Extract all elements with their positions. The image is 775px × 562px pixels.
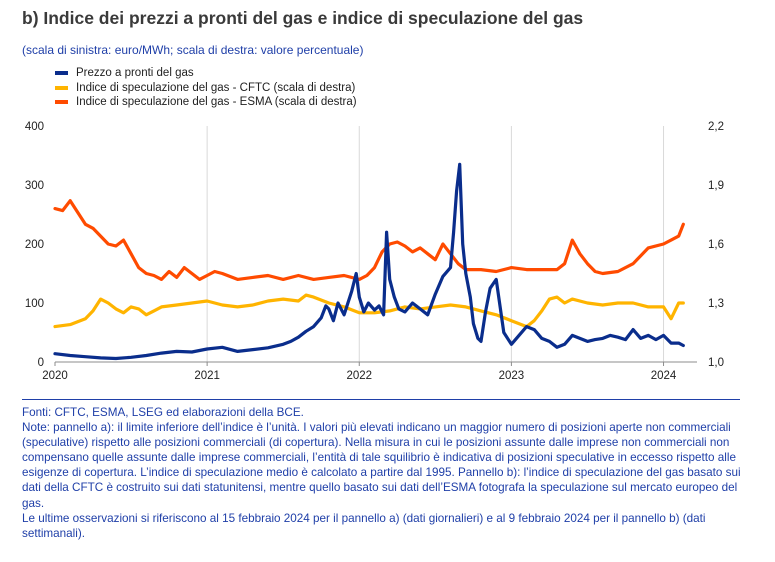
sources-note: Fonti: CFTC, ESMA, LSEG ed elaborazioni … [22,406,304,419]
chart-title: b) Indice dei prezzi a pronti del gas e … [22,8,584,28]
x-tick-label-2023: 2023 [499,370,525,382]
footnotes: Fonti: CFTC, ESMA, LSEG ed elaborazioni … [22,405,742,541]
legend-label-cftc: Indice di speculazione del gas - CFTC (s… [76,81,356,94]
y-left-tick-label-100: 100 [25,298,44,310]
y-left-tick-label-200: 200 [25,239,44,251]
legend-label-esma: Indice di speculazione del gas - ESMA (s… [76,96,357,109]
last-observation-note: Le ultime osservazioni si riferiscono al… [22,511,706,540]
legend-swatch-esma [55,100,68,105]
y-right-tick-label-2,2: 2,2 [708,121,724,133]
x-tick-label-2022: 2022 [346,370,372,382]
series-line-spot-price [53,162,685,361]
methodology-note: Note: pannello a): il limite inferiore d… [22,421,741,510]
separator-rule [22,399,740,400]
y-right-tick-label-1,6: 1,6 [708,239,724,251]
y-left-tick-label-0: 0 [38,357,44,369]
y-right-tick-label-1,0: 1,0 [708,357,724,369]
y-left-tick-label-400: 400 [25,121,44,133]
x-tick-label-2024: 2024 [651,370,677,382]
x-tick-label-2021: 2021 [194,370,220,382]
legend-swatch-spot [55,71,68,76]
y-right-tick-label-1,9: 1,9 [708,180,724,192]
series-line-cftc [53,293,685,329]
legend-swatch-cftc [55,85,68,90]
legend-item-esma: Indice di speculazione del gas - ESMA (s… [55,95,357,110]
legend-item-spot: Prezzo a pronti del gas [55,66,357,81]
chart-subtitle: (scala di sinistra: euro/MWh; scala di d… [22,43,364,57]
legend-label-spot: Prezzo a pronti del gas [76,67,194,80]
y-left-tick-label-300: 300 [25,180,44,192]
y-right-tick-label-1,3: 1,3 [708,298,724,310]
line-chart: 2020 2021 2022 2023 2024 0 100 200 300 400 1,0 1,3 1… [25,121,724,382]
legend-item-cftc: Indice di speculazione del gas - CFTC (s… [55,81,357,96]
legend: Prezzo a pronti del gas Indice di specul… [55,66,357,110]
x-tick-label-2020: 2020 [42,370,68,382]
series-line-esma [53,199,685,281]
